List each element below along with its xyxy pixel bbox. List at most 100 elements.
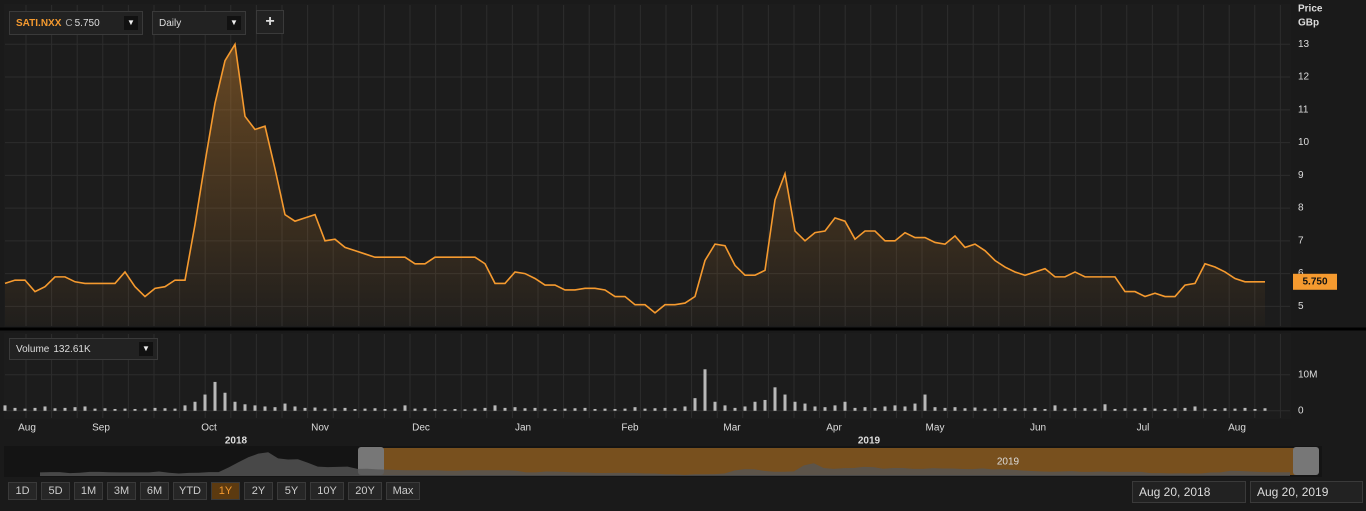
range-button[interactable]: Max xyxy=(386,482,420,500)
volume-bar xyxy=(233,401,237,411)
x-tick-label: Apr xyxy=(826,423,842,434)
volume-bar xyxy=(133,408,137,411)
date-from[interactable]: Aug 20, 2018 xyxy=(1132,481,1246,503)
y-tick-label: 12 xyxy=(1298,72,1310,83)
volume-bar xyxy=(853,407,857,411)
volume-selector[interactable]: Volume 132.61K ▼ xyxy=(9,338,158,360)
volume-bar xyxy=(733,407,737,411)
volume-bar xyxy=(833,405,837,411)
volume-bar xyxy=(243,404,247,411)
volume-bar xyxy=(1103,404,1107,411)
range-button[interactable]: 10Y xyxy=(310,482,344,500)
volume-bar xyxy=(1183,407,1187,411)
volume-bar xyxy=(883,406,887,411)
volume-bar xyxy=(653,408,657,411)
y-tick-label: 7 xyxy=(1298,235,1304,246)
volume-bar xyxy=(1093,408,1097,411)
volume-bar xyxy=(443,409,447,411)
y-tick-label: 13 xyxy=(1298,39,1310,50)
date-to[interactable]: Aug 20, 2019 xyxy=(1250,481,1363,503)
volume-bar xyxy=(623,408,627,411)
volume-bar xyxy=(1033,407,1037,411)
price-area xyxy=(5,44,1265,326)
volume-bar xyxy=(13,407,17,411)
range-button[interactable]: 2Y xyxy=(244,482,273,500)
x-tick-label: Feb xyxy=(621,423,639,434)
y-tick-label: 8 xyxy=(1298,203,1304,214)
close-prefix: C xyxy=(65,17,73,29)
volume-bar xyxy=(33,407,37,411)
range-button[interactable]: 20Y xyxy=(348,482,382,500)
volume-bar xyxy=(303,407,307,411)
volume-bar xyxy=(663,407,667,411)
y-tick-label: 11 xyxy=(1298,104,1309,115)
volume-bar xyxy=(23,408,27,411)
range-button[interactable]: 5D xyxy=(41,482,70,500)
last-price-label: 5.750 xyxy=(1302,276,1327,287)
close-value: 5.750 xyxy=(74,17,100,29)
dropdown-arrow[interactable]: ▼ xyxy=(227,16,241,30)
navigator-area xyxy=(40,452,1290,476)
volume-bar xyxy=(613,408,617,411)
x-tick-label: Sep xyxy=(92,423,110,434)
volume-bar xyxy=(513,407,517,411)
volume-bar xyxy=(973,407,977,411)
volume-bar xyxy=(1083,408,1087,411)
range-button[interactable]: 3M xyxy=(107,482,136,500)
volume-bar xyxy=(333,408,337,411)
volume-bar xyxy=(253,405,257,411)
volume-bar xyxy=(113,408,117,411)
volume-bar xyxy=(753,401,757,411)
volume-bar xyxy=(933,407,937,411)
range-button[interactable]: 5Y xyxy=(277,482,306,500)
symbol-selector[interactable]: SATI.NXX C 5.750 ▼ xyxy=(9,11,143,35)
volume-bar xyxy=(1063,408,1067,411)
volume-bar xyxy=(1003,407,1007,411)
volume-bar xyxy=(393,408,397,411)
x-tick-label: Nov xyxy=(311,423,329,434)
volume-bar xyxy=(433,408,437,411)
range-button[interactable]: 1D xyxy=(8,482,37,500)
add-button[interactable]: + xyxy=(256,10,284,34)
x-tick-label: Aug xyxy=(18,423,36,434)
volume-bar xyxy=(543,408,547,411)
volume-bar xyxy=(503,407,507,411)
volume-bar xyxy=(73,407,77,411)
range-button[interactable]: 1M xyxy=(74,482,103,500)
range-button[interactable]: 1Y xyxy=(211,482,240,500)
range-button[interactable]: 6M xyxy=(140,482,169,500)
volume-bar xyxy=(713,401,717,411)
interval-selector[interactable]: Daily ▼ xyxy=(152,11,246,35)
volume-bar xyxy=(313,407,317,411)
volume-bar xyxy=(903,406,907,411)
volume-bar xyxy=(1263,408,1267,411)
volume-bar xyxy=(353,408,357,411)
volume-bar xyxy=(273,407,277,411)
dropdown-arrow[interactable]: ▼ xyxy=(139,342,153,356)
interval: Daily xyxy=(159,17,182,29)
volume-bar xyxy=(483,407,487,411)
y-tick-label: 10 xyxy=(1298,137,1310,148)
volume-bar xyxy=(823,407,827,411)
volume-bar xyxy=(913,403,917,411)
volume-bar xyxy=(53,408,57,411)
volume-bar xyxy=(153,407,157,411)
volume-bar xyxy=(143,408,147,411)
volume-bar xyxy=(673,408,677,411)
navigator-handle[interactable] xyxy=(1293,447,1319,475)
year-label: 2018 xyxy=(225,436,248,447)
volume-bar xyxy=(583,407,587,411)
volume-bar xyxy=(593,408,597,411)
volume-bar xyxy=(813,406,817,411)
volume-bar xyxy=(533,407,537,411)
volume-bar xyxy=(263,406,267,411)
volume-bar xyxy=(93,408,97,411)
dropdown-arrow[interactable]: ▼ xyxy=(124,16,138,30)
volume-bar xyxy=(563,408,567,411)
navigator-handle[interactable] xyxy=(358,447,384,475)
volume-bar xyxy=(1203,408,1207,411)
range-button[interactable]: YTD xyxy=(173,482,207,500)
volume-bar xyxy=(293,406,297,411)
volume-bar xyxy=(473,408,477,411)
